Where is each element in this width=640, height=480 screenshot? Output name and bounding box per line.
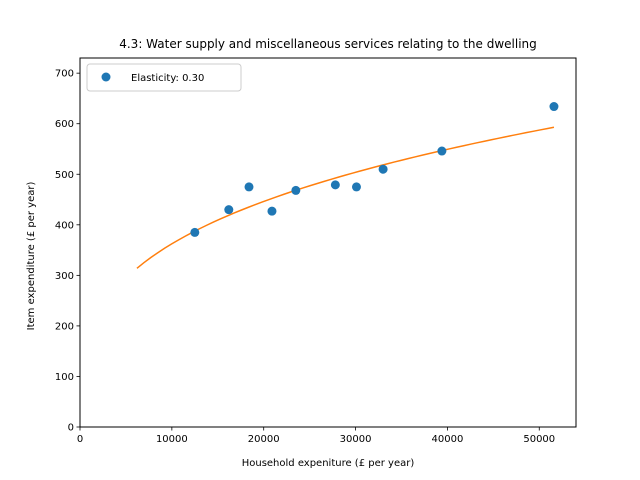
y-tick-label: 500 xyxy=(55,170,74,181)
scatter-point xyxy=(291,185,301,195)
scatter-point xyxy=(437,146,447,156)
y-tick-label: 0 xyxy=(68,423,74,434)
fit-curve xyxy=(136,126,555,269)
y-tick-label: 300 xyxy=(55,271,74,282)
y-tick-label: 400 xyxy=(55,220,74,231)
legend-marker xyxy=(101,72,111,82)
y-tick-label: 700 xyxy=(55,69,74,80)
y-tick-label: 100 xyxy=(55,372,74,383)
x-tick-label: 0 xyxy=(77,434,83,445)
chart-title: 4.3: Water supply and miscellaneous serv… xyxy=(119,37,537,51)
x-tick-label: 40000 xyxy=(432,434,464,445)
scatter-point xyxy=(549,102,559,112)
scatter-point xyxy=(244,182,254,192)
x-tick-label: 30000 xyxy=(340,434,372,445)
scatter-point xyxy=(378,164,388,174)
y-axis-ticks: 0 100 200 300 400 500 600 700 xyxy=(55,69,80,434)
y-tick-label: 200 xyxy=(55,321,74,332)
x-tick-label: 10000 xyxy=(156,434,188,445)
x-axis-ticks: 0 10000 20000 30000 40000 50000 xyxy=(77,427,555,445)
x-axis-label: Household expeniture (£ per year) xyxy=(242,458,415,469)
plot-area xyxy=(136,102,559,269)
x-tick-label: 50000 xyxy=(523,434,555,445)
y-tick-label: 600 xyxy=(55,119,74,130)
legend: Elasticity: 0.30 xyxy=(86,63,242,92)
scatter-point xyxy=(351,182,361,192)
scatter-point xyxy=(224,205,234,215)
legend-label: Elasticity: 0.30 xyxy=(131,73,204,84)
y-axis-label: Item expenditure (£ per year) xyxy=(26,182,37,331)
scatter-point xyxy=(190,227,200,237)
scatter-point xyxy=(330,180,340,190)
axes-frame xyxy=(79,57,577,428)
legend-box xyxy=(86,63,242,92)
x-tick-label: 20000 xyxy=(248,434,280,445)
scatter-point xyxy=(267,206,277,216)
